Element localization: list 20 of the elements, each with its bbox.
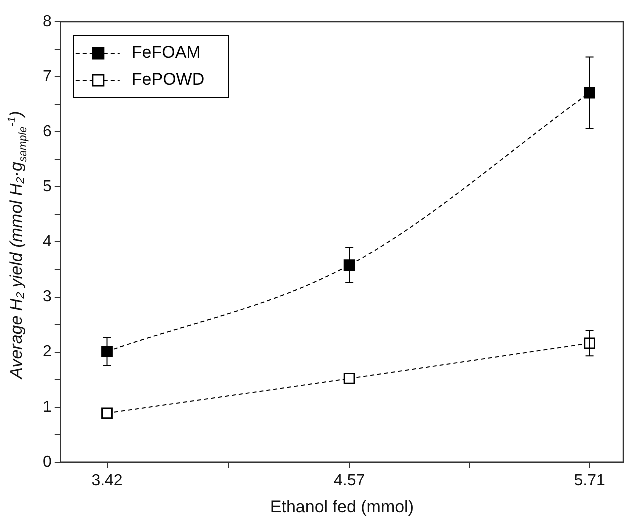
- y-tick-label: 1: [42, 398, 52, 416]
- x-axis-title: Ethanol fed (mmol): [270, 497, 414, 516]
- y-tick-label: 5: [42, 178, 52, 196]
- y-tick-label: 3: [42, 288, 52, 306]
- y-tick-label: 0: [42, 454, 52, 471]
- point: [344, 260, 356, 272]
- x-tick-label: 3.42: [92, 472, 123, 490]
- y-tick-label: 6: [42, 124, 52, 141]
- y-tick-label: 4: [42, 234, 52, 251]
- y-tick-label: 8: [42, 13, 52, 30]
- point: [102, 346, 113, 358]
- legend-label: FePOWD: [132, 70, 205, 90]
- point: [344, 373, 356, 384]
- point: [102, 408, 113, 420]
- point: [584, 87, 596, 99]
- legend-label: FeFOAM: [132, 43, 201, 62]
- y-tick-label: 2: [42, 344, 52, 361]
- x-tick-label: 4.57: [334, 472, 366, 490]
- x-tick-label: 5.71: [574, 472, 606, 490]
- y-tick-label: 7: [42, 68, 52, 86]
